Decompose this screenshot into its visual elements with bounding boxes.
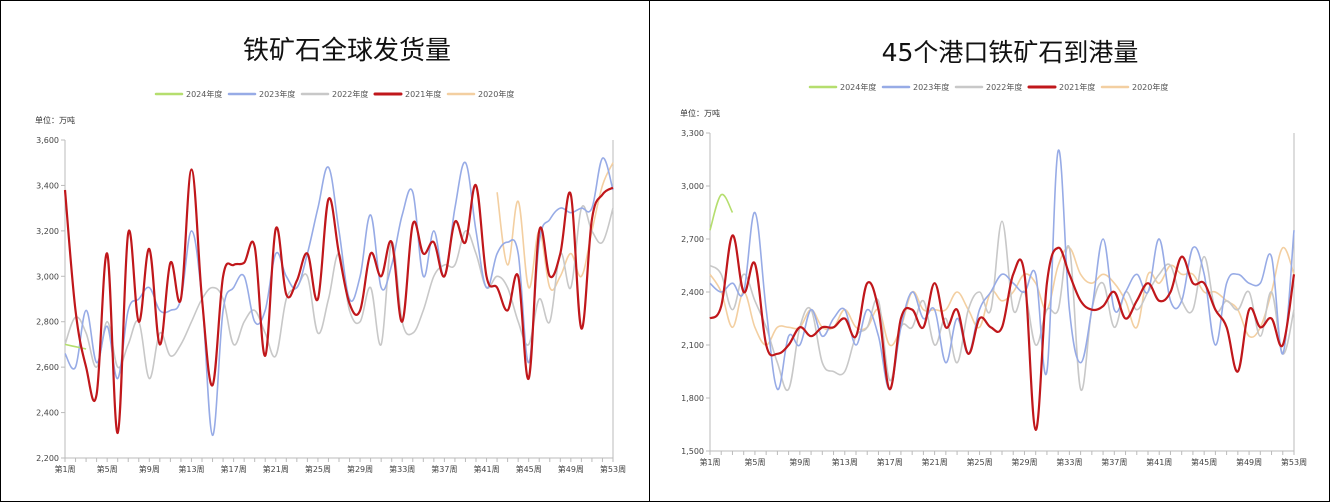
legend-label: 2022年度: [332, 89, 368, 99]
x-tick-label: 第17周: [221, 464, 247, 474]
legend-label: 2022年度: [986, 82, 1022, 92]
x-tick-label: 第29周: [347, 464, 373, 474]
x-tick-label: 第37周: [431, 464, 457, 474]
x-tick-label: 第45周: [1191, 457, 1217, 467]
series-line-2022: [709, 220, 1295, 392]
series-line-2024: [709, 193, 734, 231]
chart-title: 铁矿石全球发货量: [243, 36, 451, 66]
legend-label: 2020年度: [1132, 82, 1168, 92]
unit-label: 单位：万吨: [680, 108, 720, 118]
y-tick-label: 2,700: [681, 235, 704, 244]
y-tick-label: 3,000: [36, 272, 59, 281]
y-tick-label: 2,200: [36, 454, 59, 463]
chart-panel-port-arrivals: 45个港口铁矿石到港量 2024年度 2023年度 2022年度 2021年度 2020年…: [649, 0, 1330, 502]
y-tick-label: 1,800: [681, 394, 704, 403]
y-tick-label: 2,600: [36, 363, 59, 372]
legend-label: 2024年度: [186, 89, 222, 99]
x-tick-label: 第41周: [473, 464, 499, 474]
legend: 2024年度 2023年度 2022年度 2021年度 2020年度: [808, 82, 1168, 92]
x-tick-label: 第1周: [54, 464, 75, 474]
y-tick-label: 3,200: [36, 227, 59, 236]
x-tick-label: 第17周: [877, 457, 903, 467]
series-line-2023: [64, 157, 614, 437]
series-line-2021: [63, 168, 614, 435]
x-tick-label: 第9周: [139, 464, 160, 474]
x-tick-label: 第45周: [516, 464, 542, 474]
x-tick-label: 第53周: [600, 464, 626, 474]
chart-title: 45个港口铁矿石到港量: [882, 38, 1139, 67]
legend-label: 2020年度: [478, 89, 514, 99]
y-tick-label: 3,000: [681, 182, 704, 191]
series-line-2024: [64, 343, 87, 350]
x-tick-label: 第1周: [699, 457, 720, 467]
x-tick-label: 第33周: [389, 464, 415, 474]
x-tick-label: 第25周: [966, 457, 992, 467]
x-tick-label: 第33周: [1056, 457, 1082, 467]
legend-label: 2023年度: [913, 82, 949, 92]
legend-label: 2021年度: [405, 89, 441, 99]
x-tick-label: 第21周: [922, 457, 948, 467]
y-tick-label: 2,100: [681, 341, 704, 350]
x-tick-label: 第49周: [1236, 457, 1262, 467]
chart-global-shipments: 铁矿石全球发货量 2024年度 2023年度 2022年度 2021年度 2020年度单位…: [35, 36, 626, 474]
legend-label: 2024年度: [840, 82, 876, 92]
y-tick-label: 1,500: [681, 447, 704, 456]
x-tick-label: 第21周: [263, 464, 289, 474]
legend-label: 2021年度: [1059, 82, 1095, 92]
x-tick-label: 第13周: [178, 464, 204, 474]
legend-label: 2023年度: [259, 89, 295, 99]
y-tick-label: 2,400: [36, 409, 59, 418]
unit-label: 单位：万吨: [35, 115, 75, 125]
x-tick-label: 第9周: [789, 457, 810, 467]
y-tick-label: 3,300: [681, 129, 704, 138]
x-tick-label: 第13周: [832, 457, 858, 467]
legend: 2024年度 2023年度 2022年度 2021年度 2020年度: [154, 89, 514, 99]
series-line-2021: [709, 234, 1296, 431]
series-line-2020: [709, 246, 1295, 347]
y-tick-label: 3,400: [36, 181, 59, 190]
y-tick-label: 2,800: [36, 318, 59, 327]
chart-panel-global-shipments: 铁矿石全球发货量 2024年度 2023年度 2022年度 2021年度 2020年度单位…: [0, 0, 650, 502]
x-tick-label: 第5周: [97, 464, 118, 474]
x-tick-label: 第5周: [744, 457, 765, 467]
x-tick-label: 第49周: [558, 464, 584, 474]
series-line-2023: [709, 149, 1295, 391]
y-tick-label: 2,400: [681, 288, 704, 297]
x-tick-label: 第37周: [1101, 457, 1127, 467]
x-tick-label: 第25周: [305, 464, 331, 474]
x-tick-label: 第29周: [1011, 457, 1037, 467]
x-tick-label: 第41周: [1146, 457, 1172, 467]
y-tick-label: 3,600: [36, 136, 59, 145]
x-tick-label: 第53周: [1281, 457, 1307, 467]
chart-port-arrivals: 45个港口铁矿石到港量 2024年度 2023年度 2022年度 2021年度 2020年…: [680, 38, 1307, 467]
